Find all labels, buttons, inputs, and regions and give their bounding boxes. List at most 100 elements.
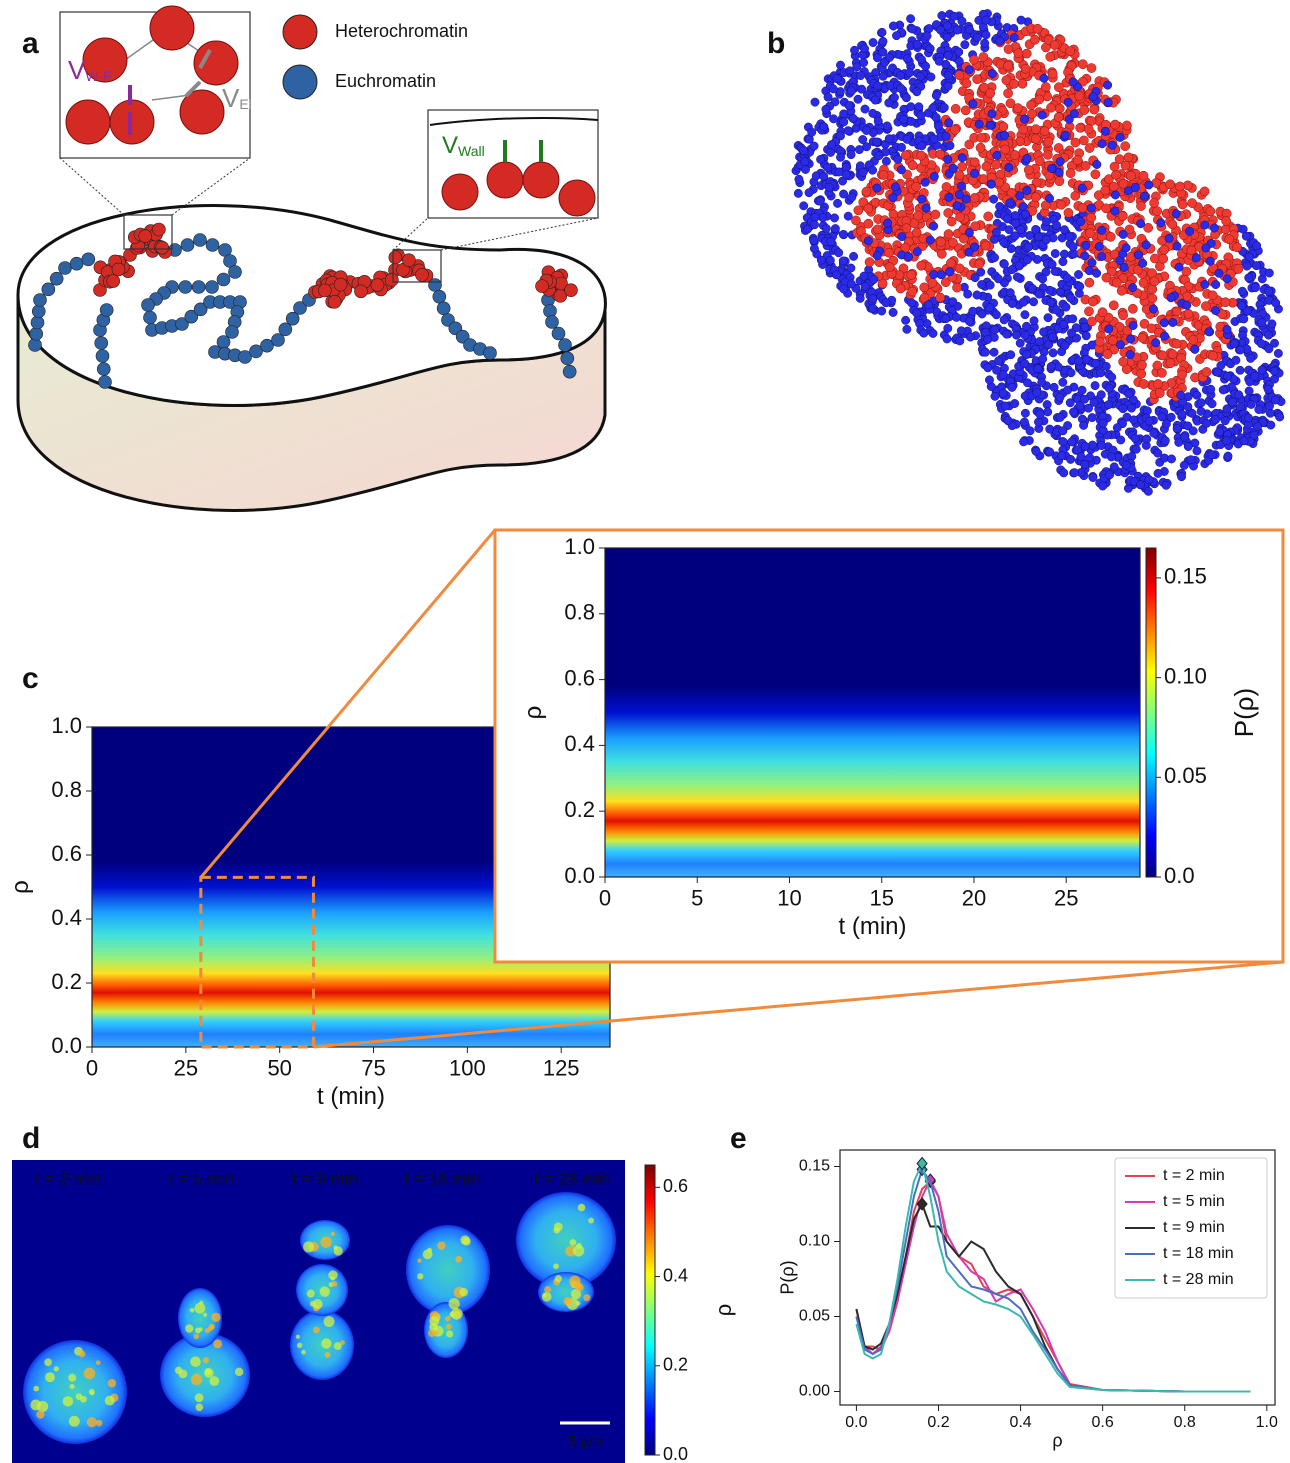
density-spot [68, 1374, 76, 1382]
bead [816, 197, 824, 205]
bead [982, 16, 990, 24]
bead [990, 253, 998, 261]
bead [1108, 336, 1117, 345]
bead [924, 301, 932, 309]
bead [827, 140, 835, 148]
bead [1228, 398, 1236, 406]
bead [1197, 407, 1205, 415]
bead [1104, 98, 1112, 106]
bead [437, 302, 450, 315]
legend-swatch [283, 15, 317, 49]
density-spot [203, 1357, 209, 1363]
bead [981, 348, 989, 356]
y-tick-label: 0.0 [51, 1033, 82, 1058]
density-spot [108, 1379, 116, 1387]
bead [1200, 187, 1209, 196]
bead [1202, 419, 1210, 427]
bead [1039, 328, 1047, 336]
density-spot [576, 1301, 580, 1305]
colorbar-tick-label: 0.2 [663, 1355, 688, 1375]
bead [1202, 367, 1211, 376]
bead [142, 299, 155, 312]
bead [899, 115, 907, 123]
bead [1081, 241, 1089, 249]
scale-bar-label: 5 µm [568, 1433, 602, 1450]
bead [869, 294, 877, 302]
bead [836, 61, 844, 69]
x-tick-label: 0.8 [1174, 1414, 1196, 1431]
bead [986, 121, 994, 129]
bead [946, 141, 954, 149]
bead [50, 272, 63, 285]
bead [1004, 89, 1013, 98]
bead [1071, 138, 1080, 147]
bead [1224, 452, 1232, 460]
bead [877, 307, 885, 315]
bead [1055, 177, 1064, 186]
bead [1201, 302, 1210, 311]
bead [882, 299, 890, 307]
bead [1223, 275, 1231, 283]
bead [1010, 150, 1019, 159]
bead [971, 273, 979, 281]
bead [992, 228, 1000, 236]
bead [847, 264, 855, 272]
bead [1021, 310, 1029, 318]
zoom-line [60, 158, 124, 215]
bead [994, 357, 1002, 365]
bead [965, 248, 973, 256]
bead [1113, 424, 1121, 432]
bead [97, 363, 110, 376]
colorbar-tick-label: 0.10 [1164, 663, 1207, 688]
bead [1095, 242, 1103, 250]
density-spot [69, 1416, 80, 1427]
bead [1054, 83, 1063, 92]
density-spot [303, 1241, 314, 1252]
bead [936, 237, 945, 246]
bead [1009, 79, 1018, 88]
bead [947, 217, 956, 226]
bead [1069, 243, 1077, 251]
x-tick-label: 15 [869, 885, 893, 910]
bead [1016, 192, 1024, 200]
bead [944, 72, 952, 80]
density-spot [588, 1218, 594, 1224]
bead [1017, 225, 1025, 233]
bead [937, 249, 946, 258]
bead [860, 272, 868, 280]
bead [1222, 216, 1231, 225]
density-spot [569, 1276, 580, 1287]
bead [1095, 337, 1104, 346]
bead [896, 284, 905, 293]
bead [1067, 329, 1075, 337]
bead [1120, 263, 1128, 271]
panel-label: a [22, 27, 39, 60]
bead [1157, 219, 1165, 227]
bead [1020, 418, 1028, 426]
bead [1274, 349, 1282, 357]
bead [1251, 372, 1259, 380]
bead [879, 48, 887, 56]
bead [1149, 305, 1157, 313]
bead [1035, 337, 1043, 345]
bead [936, 293, 945, 302]
bead [1019, 125, 1028, 134]
bead [1119, 230, 1127, 238]
bead [1040, 74, 1048, 82]
bead [1003, 215, 1011, 223]
bead [1193, 391, 1201, 399]
bead [935, 57, 943, 65]
bead [1090, 105, 1099, 114]
bead [1270, 367, 1278, 375]
bead [139, 230, 152, 243]
bead [1061, 341, 1069, 349]
bead [1245, 387, 1253, 395]
bead [861, 105, 869, 113]
bead [1247, 400, 1255, 408]
bead [871, 96, 879, 104]
bead [1222, 437, 1230, 445]
bead [1054, 112, 1063, 121]
bead [1056, 288, 1064, 296]
density-spot [79, 1351, 86, 1358]
bead [31, 316, 44, 329]
